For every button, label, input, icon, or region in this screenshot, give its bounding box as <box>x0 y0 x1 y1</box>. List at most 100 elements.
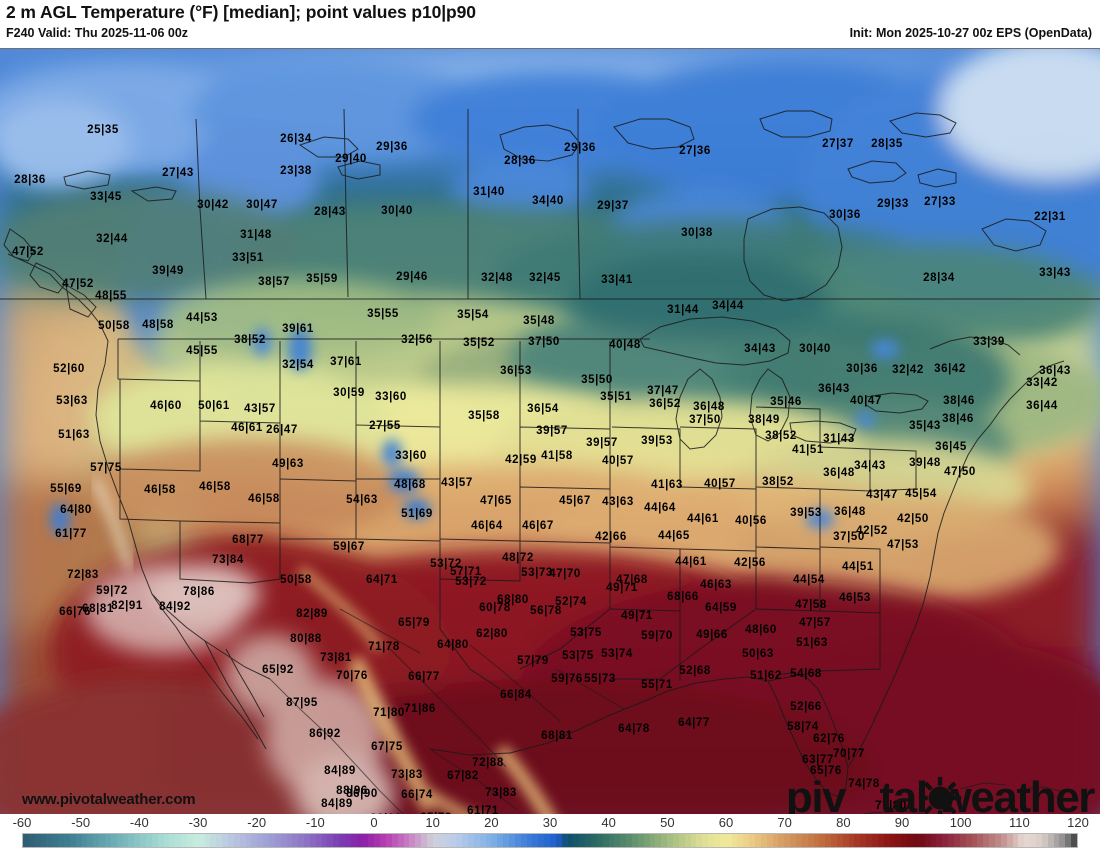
point-value-label: 46|58 <box>144 484 176 496</box>
point-value-label: 48|72 <box>502 552 534 564</box>
colorbar-segment <box>877 834 884 847</box>
colorbar-tick: 70 <box>777 815 792 830</box>
colorbar-segment <box>374 834 381 847</box>
point-value-label: 46|63 <box>700 579 732 591</box>
colorbar-legend[interactable]: -60 -50 -40 -30 -20 -10 0 10 20 30 40 50 60 70 80 90 100… <box>0 814 1100 850</box>
point-value-label: 67|75 <box>371 741 403 753</box>
colorbar-segment <box>116 834 123 847</box>
colorbar-segment <box>175 834 182 847</box>
colorbar-segment <box>104 834 112 847</box>
colorbar-segment <box>866 834 873 847</box>
point-value-label: 49|66 <box>696 629 728 641</box>
colorbar-tick: 60 <box>718 815 734 830</box>
colorbar-segment <box>227 834 234 847</box>
point-value-label: 29|36 <box>564 142 596 154</box>
colorbar-segment <box>1041 834 1048 847</box>
colorbar-segment <box>216 834 223 847</box>
colorbar-segment <box>889 834 896 847</box>
colorbar-segment <box>99 834 106 847</box>
colorbar-segment <box>842 834 849 847</box>
point-value-label: 46|64 <box>471 520 503 532</box>
colorbar-segment <box>81 834 88 847</box>
page-title: 2 m AGL Temperature (°F) [median]; point… <box>6 2 476 22</box>
colorbar-segment <box>1065 834 1072 847</box>
colorbar-tick: 50 <box>660 815 675 830</box>
colorbar-segment <box>403 834 410 847</box>
point-value-label: 48|58 <box>142 319 174 331</box>
point-value-label: 71|78 <box>368 641 400 653</box>
colorbar-segment <box>848 834 855 847</box>
colorbar-segment <box>825 834 832 847</box>
point-value-label: 53|63 <box>56 395 88 407</box>
point-value-label: 30|36 <box>829 209 861 221</box>
point-value-label: 88|96 <box>336 785 368 797</box>
point-value-label: 34|44 <box>712 300 744 312</box>
point-value-label: 26|47 <box>266 424 298 436</box>
point-value-label: 53|75 <box>562 650 594 662</box>
point-value-label: 29|36 <box>376 141 408 153</box>
colorbar-segment <box>696 834 703 847</box>
colorbar-segment <box>257 834 264 847</box>
colorbar-tick: 10 <box>425 815 440 830</box>
point-value-label: 43|63 <box>602 496 634 508</box>
point-value-label: 46|58 <box>199 481 231 493</box>
header: 2 m AGL Temperature (°F) [median]; point… <box>0 0 1100 48</box>
point-value-label: 53|74 <box>601 648 633 660</box>
colorbar-segment <box>298 834 305 847</box>
point-value-label: 59|67 <box>333 541 365 553</box>
point-value-label: 39|61 <box>282 323 314 335</box>
colorbar-segment <box>520 834 527 847</box>
point-value-label: 82|89 <box>296 608 328 620</box>
colorbar-segment <box>948 834 955 847</box>
point-value-label: 68|81 <box>82 603 114 615</box>
colorbar-segment <box>784 834 791 847</box>
point-value-label: 40|47 <box>850 395 882 407</box>
point-value-label: 46|58 <box>248 493 280 505</box>
colorbar-segment <box>181 834 188 847</box>
colorbar-segment <box>304 834 311 847</box>
point-value-label: 82|91 <box>111 600 143 612</box>
point-value-label: 36|43 <box>818 383 850 395</box>
colorbar-segment <box>239 834 246 847</box>
point-value-label: 42|50 <box>897 513 929 525</box>
point-value-label: 64|80 <box>437 639 469 651</box>
point-value-label: 30|36 <box>846 363 878 375</box>
colorbar-segment <box>473 834 480 847</box>
colorbar-segment <box>140 834 147 847</box>
colorbar-segment <box>596 834 603 847</box>
colorbar-segment <box>614 834 621 847</box>
point-value-label: 61|71 <box>467 805 499 814</box>
point-value-label: 28|43 <box>314 206 346 218</box>
point-value-label: 31|43 <box>823 433 855 445</box>
site-watermark: www.pivotalweather.com <box>22 791 196 808</box>
point-value-label: 43|57 <box>441 477 473 489</box>
colorbar-segment <box>34 834 41 847</box>
point-value-label: 62|76 <box>813 733 845 745</box>
point-value-label: 47|65 <box>480 495 512 507</box>
point-value-label: 26|34 <box>280 133 312 145</box>
point-value-label: 66|76 <box>59 606 91 618</box>
colorbar-segment <box>678 834 685 847</box>
point-value-label: 50|61 <box>198 400 230 412</box>
point-value-label: 57|75 <box>90 462 122 474</box>
point-value-label: 44|51 <box>842 561 874 573</box>
colorbar-segment <box>995 834 1002 847</box>
point-value-label: 29|46 <box>396 271 428 283</box>
point-value-label: 52|74 <box>555 596 587 608</box>
point-value-label: 48|68 <box>394 479 426 491</box>
colorbar-tick: -10 <box>305 815 325 830</box>
point-value-label: 51|63 <box>796 637 828 649</box>
temperature-map[interactable]: 25|35 26|34 29|36 28|36 23|38 27|43 33|45 29|40… <box>0 48 1100 814</box>
point-value-label: 33|60 <box>375 391 407 403</box>
colorbar-segment <box>550 834 557 847</box>
point-value-label: 73|83 <box>485 787 517 799</box>
point-value-label: 33|43 <box>1039 267 1071 279</box>
point-value-label: 50|58 <box>280 574 312 586</box>
colorbar-segment <box>819 834 826 847</box>
point-value-label: 86|92 <box>309 728 341 740</box>
point-value-label: 41|58 <box>541 450 573 462</box>
point-value-label: 38|46 <box>942 413 974 425</box>
colorbar-segment <box>87 834 94 847</box>
point-value-label: 68|81 <box>541 730 573 742</box>
point-value-label: 44|54 <box>793 574 825 586</box>
